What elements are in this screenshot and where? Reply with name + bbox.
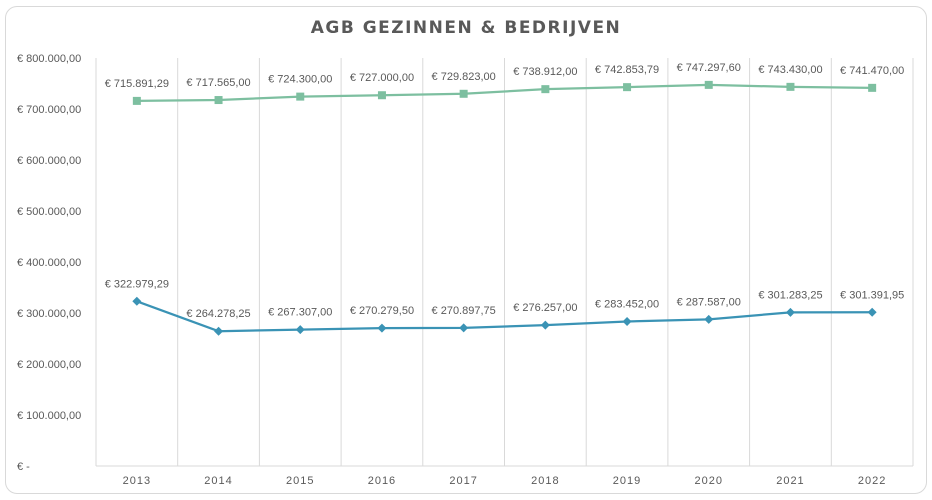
data-label: € 287.587,00 [677, 296, 741, 308]
series-line-2 [136, 300, 873, 333]
data-point [459, 323, 469, 333]
data-point [704, 314, 714, 324]
data-label: € 738.912,00 [513, 66, 577, 78]
data-point [296, 92, 305, 101]
series-group [132, 80, 877, 336]
data-label: € 741.470,00 [840, 65, 904, 77]
grid-lines [95, 58, 914, 467]
x-tick-label: 2019 [613, 475, 641, 487]
data-point [540, 320, 550, 330]
y-tick-label: € 200.000,00 [17, 359, 81, 371]
x-tick-label: 2020 [695, 475, 723, 487]
x-tick-label: 2015 [286, 475, 314, 487]
data-point [786, 82, 795, 91]
data-point [785, 307, 795, 317]
data-point [214, 326, 224, 336]
y-tick-label: € 100.000,00 [17, 410, 81, 422]
x-tick-label: 2018 [531, 475, 559, 487]
series-line-1 [136, 83, 873, 103]
y-tick-label: € - [17, 461, 30, 473]
data-label: € 715.891,29 [105, 78, 169, 90]
x-tick-label: 2013 [123, 475, 151, 487]
x-tick-label: 2017 [449, 475, 477, 487]
y-tick-label: € 500.000,00 [17, 206, 81, 218]
data-label: € 283.452,00 [595, 298, 659, 310]
data-point [132, 96, 141, 105]
data-label: € 724.300,00 [268, 74, 332, 86]
data-point [295, 325, 305, 335]
data-label: € 276.257,00 [513, 302, 577, 314]
data-labels-group: € 715.891,29 € 717.565,00 € 724.300,00 € 72… [105, 62, 905, 320]
chart-title: AGB GEZINNEN & BEDRIJVEN [310, 18, 622, 38]
data-label: € 727.000,00 [350, 72, 414, 84]
data-label: € 729.823,00 [432, 71, 496, 83]
y-tick-label: € 700.000,00 [17, 104, 81, 116]
data-label: € 747.297,60 [677, 62, 741, 74]
data-point [623, 83, 632, 92]
data-label: € 301.283,25 [758, 289, 822, 301]
data-point [132, 296, 142, 306]
data-label: € 270.279,50 [350, 305, 414, 317]
data-point [704, 80, 713, 89]
y-tick-label: € 600.000,00 [17, 155, 81, 167]
x-tick-label: 2014 [204, 475, 232, 487]
data-label: € 743.430,00 [758, 64, 822, 76]
data-label: € 742.853,79 [595, 64, 659, 76]
x-tick-label: 2022 [858, 475, 886, 487]
data-label: € 717.565,00 [186, 77, 250, 89]
data-label: € 322.979,29 [105, 278, 169, 290]
x-axis-ticks: 2013 2014 2015 2016 2017 2018 2019 2020 2021 2022 [123, 475, 886, 487]
data-point [214, 96, 223, 105]
data-point [622, 316, 632, 326]
data-label: € 301.391,95 [840, 289, 904, 301]
x-tick-label: 2016 [368, 475, 396, 487]
data-point [867, 307, 877, 317]
x-tick-label: 2021 [776, 475, 804, 487]
data-label: € 267.307,00 [268, 307, 332, 319]
data-point [868, 83, 877, 92]
data-point [377, 323, 387, 333]
data-point [377, 91, 386, 100]
data-point [541, 85, 550, 94]
data-point [459, 89, 468, 98]
y-tick-label: € 400.000,00 [17, 257, 81, 269]
data-label: € 264.278,25 [186, 308, 250, 320]
y-axis-ticks: € - € 100.000,00 € 200.000,00 € 300.000,00 €… [17, 53, 81, 473]
y-tick-label: € 800.000,00 [17, 53, 81, 65]
y-tick-label: € 300.000,00 [17, 308, 81, 320]
data-label: € 270.897,75 [432, 305, 496, 317]
